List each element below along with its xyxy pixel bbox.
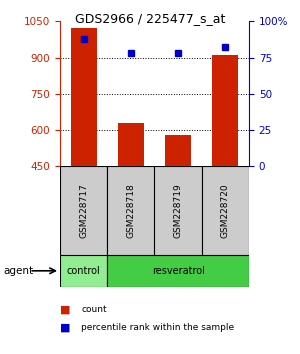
Bar [107, 255, 249, 287]
Text: control: control [67, 266, 100, 276]
Text: count: count [81, 305, 106, 314]
Text: GSM228718: GSM228718 [126, 183, 135, 238]
Text: resveratrol: resveratrol [152, 266, 205, 276]
Text: ■: ■ [60, 322, 70, 332]
Bar [60, 255, 107, 287]
Bar [107, 166, 154, 255]
Bar [70, 28, 97, 166]
Text: ■: ■ [60, 305, 70, 315]
Bar [202, 166, 249, 255]
Bar [60, 166, 107, 255]
Text: agent: agent [3, 266, 33, 276]
Text: GSM228719: GSM228719 [174, 183, 183, 238]
Bar [154, 166, 202, 255]
Text: GSM228717: GSM228717 [79, 183, 88, 238]
Bar [118, 123, 144, 166]
Bar [165, 135, 191, 166]
Text: percentile rank within the sample: percentile rank within the sample [81, 323, 234, 332]
Text: GDS2966 / 225477_s_at: GDS2966 / 225477_s_at [75, 12, 225, 25]
Text: GSM228720: GSM228720 [221, 183, 230, 238]
Bar [212, 55, 238, 166]
